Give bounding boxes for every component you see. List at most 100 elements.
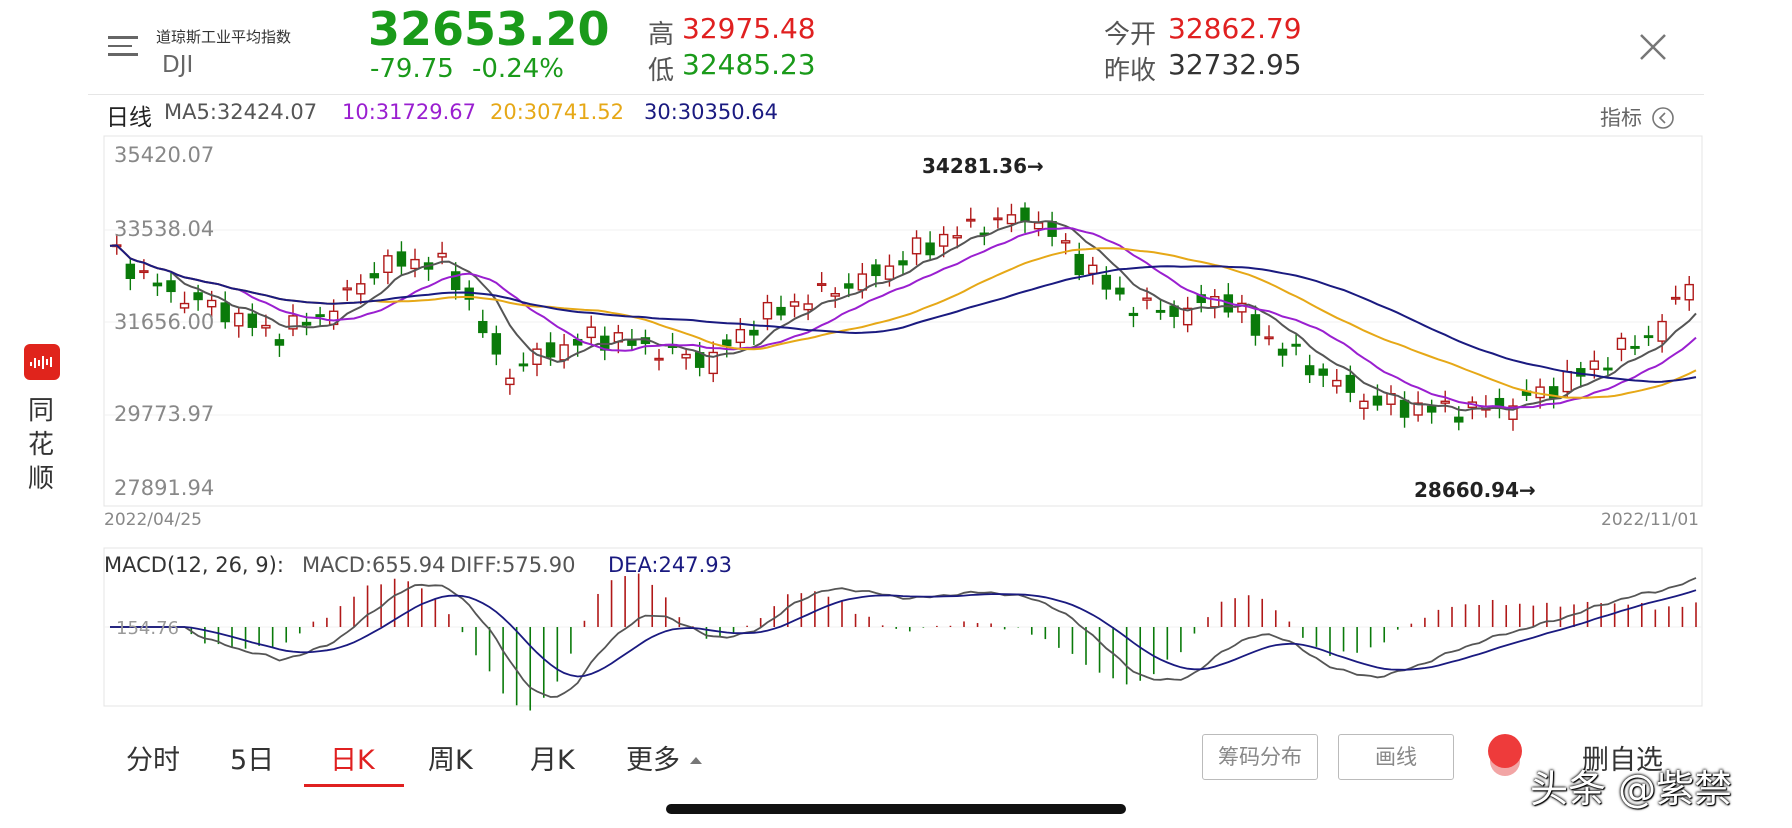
- candle-body: [518, 363, 529, 367]
- draw-line-button[interactable]: 画线: [1338, 734, 1454, 780]
- candle-body: [776, 306, 786, 316]
- price-change: -79.75: [370, 54, 454, 84]
- candle-body: [627, 340, 637, 346]
- candle-body: [1413, 402, 1423, 416]
- candle-body: [152, 282, 163, 287]
- candle-body: [545, 342, 556, 358]
- low-label: 低: [648, 56, 675, 86]
- tab-more[interactable]: 更多: [626, 738, 703, 777]
- diff-value: DIFF:575.90: [450, 553, 576, 577]
- candle-body: [1603, 367, 1613, 371]
- candle-body: [1616, 337, 1627, 350]
- candle-body: [450, 271, 461, 291]
- candle-body: [749, 329, 759, 336]
- menu-icon[interactable]: [108, 30, 138, 62]
- kline-frame: [103, 135, 1703, 507]
- remove-favorite-button[interactable]: 删自选: [1582, 745, 1663, 776]
- candle-body: [993, 217, 1003, 221]
- prev-close-label: 昨收: [1104, 56, 1157, 86]
- caret-up-icon: [689, 757, 702, 764]
- candle-body: [762, 301, 773, 320]
- candle-body: [803, 303, 813, 311]
- candle-body: [966, 218, 976, 222]
- candle-body: [1630, 345, 1640, 349]
- header-divider: [88, 94, 1704, 95]
- candle-body: [844, 283, 854, 289]
- candle-body: [179, 302, 190, 309]
- candle-body: [288, 315, 298, 330]
- candle-body: [816, 283, 827, 286]
- tab-daily-k[interactable]: 日K: [330, 745, 375, 776]
- chips-distribution-button[interactable]: 筹码分布: [1202, 734, 1318, 780]
- candle-body: [871, 264, 881, 277]
- indicator-button[interactable]: 指标: [1600, 102, 1675, 132]
- candle-body: [1399, 399, 1410, 418]
- candle-body: [1589, 360, 1600, 370]
- candle-body: [654, 357, 664, 361]
- tab-monthly-k[interactable]: 月K: [530, 745, 575, 776]
- candle-body: [1088, 264, 1098, 275]
- indicator-label: 指标: [1600, 106, 1642, 130]
- candle-body: [396, 251, 407, 267]
- tab-intraday[interactable]: 分时: [126, 745, 180, 776]
- remove-favorite-icon[interactable]: [1488, 734, 1522, 768]
- close-icon[interactable]: [1636, 30, 1670, 64]
- candle-body: [1006, 214, 1017, 225]
- candle-body: [301, 321, 312, 326]
- start-date-label: 2022/04/25: [104, 510, 202, 530]
- brand-logo-icon[interactable]: [24, 344, 60, 380]
- candle-body: [1359, 400, 1369, 409]
- candle-body: [369, 273, 380, 279]
- candle-body: [247, 313, 258, 328]
- index-code: DJI: [162, 52, 194, 78]
- candle-body: [410, 258, 420, 270]
- candle-body: [925, 242, 935, 256]
- candle-body: [1643, 335, 1654, 339]
- candle-body: [478, 320, 488, 334]
- candle-body: [1182, 307, 1193, 326]
- index-name: 道琼斯工业平均指数: [156, 28, 292, 46]
- candle-body: [1508, 405, 1518, 420]
- tab-more-label: 更多: [626, 745, 680, 776]
- candle-body: [1454, 416, 1464, 423]
- candle-body: [1345, 374, 1356, 393]
- candle-body: [857, 273, 868, 291]
- candle-body: [1440, 400, 1450, 404]
- candle-body: [1291, 343, 1301, 347]
- ma5-label: MA5:32424.07: [164, 100, 318, 124]
- ma10-label: 10:31729.67: [342, 100, 476, 124]
- candle-body: [1115, 287, 1125, 295]
- candle-body: [274, 339, 285, 346]
- period-label: 日线: [106, 105, 152, 131]
- candle-body: [898, 260, 908, 266]
- candle-body: [722, 339, 732, 347]
- tab-5day[interactable]: 5日: [230, 745, 275, 776]
- candle-body: [1060, 240, 1071, 244]
- candle-body: [1074, 253, 1084, 276]
- candle-body: [139, 270, 149, 274]
- current-price: 32653.20: [368, 2, 610, 56]
- prev-close-value: 32732.95: [1168, 48, 1302, 81]
- y-axis-label-2: 33538.04: [114, 217, 215, 241]
- candle-body: [1304, 365, 1315, 376]
- candle-body: [735, 328, 746, 344]
- candle-body: [220, 302, 230, 323]
- brand-char-3: 顺: [28, 464, 55, 494]
- candle-body: [193, 292, 203, 301]
- candle-body: [1657, 320, 1667, 342]
- home-indicator[interactable]: [666, 804, 1126, 814]
- ma30-line: [109, 244, 1697, 383]
- candle-body: [884, 265, 895, 280]
- candle-body: [125, 263, 136, 280]
- low-annotation: 28660.94→: [1414, 478, 1536, 502]
- candle-body: [1020, 207, 1030, 222]
- high-label: 高: [648, 20, 675, 50]
- macd-title: MACD(12, 26, 9):: [104, 553, 284, 577]
- candle-body: [206, 299, 217, 308]
- dea-value: DEA:247.93: [608, 553, 732, 577]
- tab-weekly-k[interactable]: 周K: [428, 745, 473, 776]
- candle-body: [1142, 297, 1152, 301]
- candle-body: [708, 351, 718, 375]
- candle-body: [911, 237, 922, 255]
